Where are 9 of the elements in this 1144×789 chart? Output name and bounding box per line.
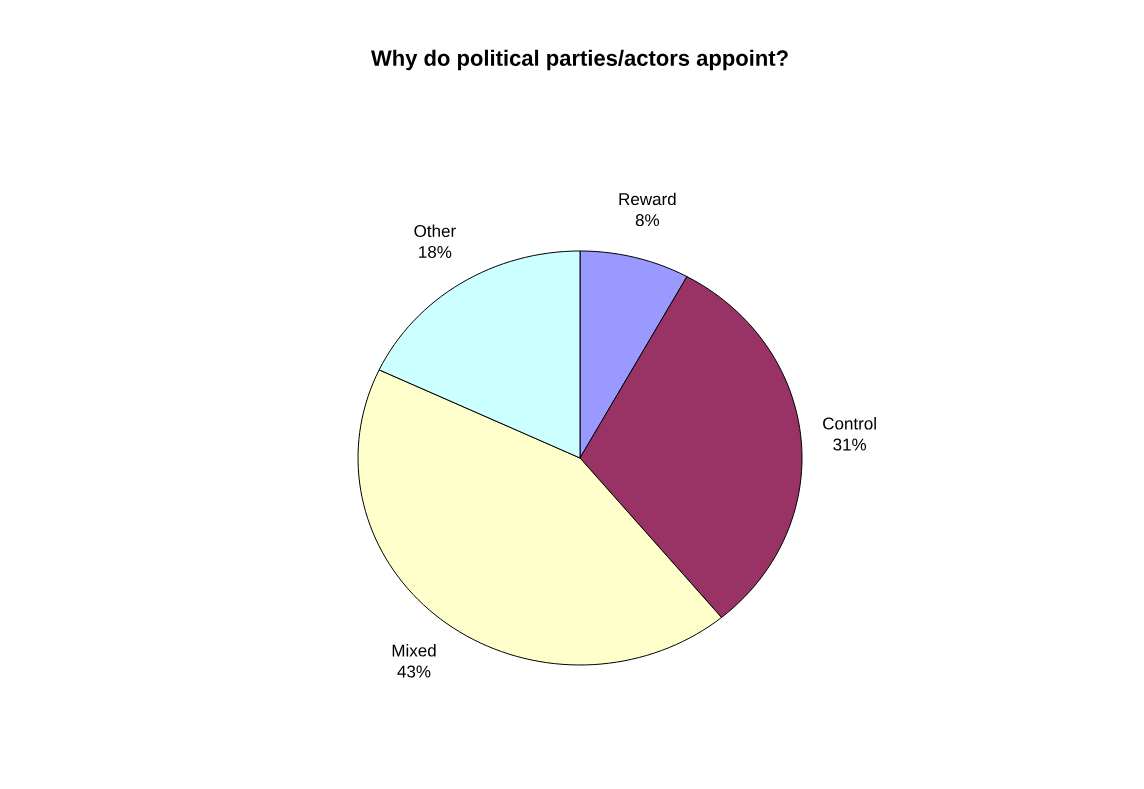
data-label: 18% (419, 245, 452, 259)
chart-title: Why do political parties/actors appoint? (371, 49, 788, 71)
slice-label: Reward (619, 192, 676, 206)
data-label: 8% (635, 214, 660, 227)
slice-label: Control (823, 417, 876, 430)
slice-label: Mixed (392, 644, 436, 657)
data-label: 43% (397, 665, 431, 678)
data-label: 31% (833, 438, 867, 451)
slice-label: Other (414, 224, 456, 238)
